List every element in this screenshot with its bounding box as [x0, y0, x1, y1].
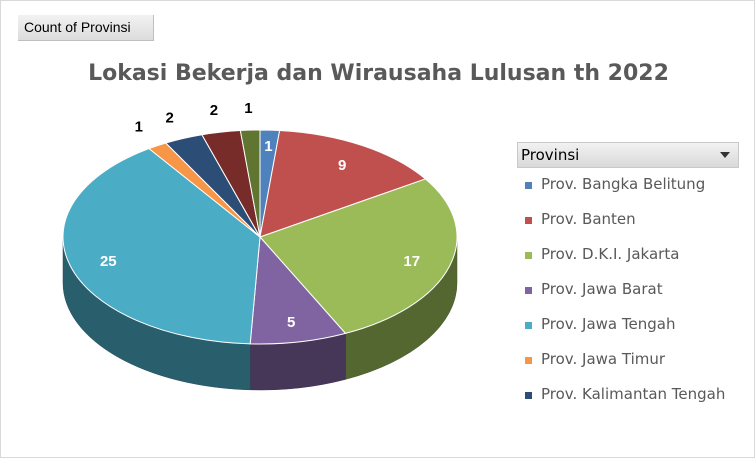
legend-item: Prov. Jawa Tengah — [525, 315, 725, 350]
data-label-6: 2 — [166, 110, 174, 127]
legend-filter-dropdown[interactable]: Provinsi — [517, 142, 739, 168]
legend-item: Prov. Kalimantan Tengah — [525, 385, 725, 420]
pie-side-walls — [62, 236, 458, 391]
legend-label: Prov. D.K.I. Jakarta — [541, 245, 680, 263]
data-label-3: 5 — [287, 314, 295, 331]
pie-slice-4[interactable] — [62, 148, 261, 345]
pie-slice-2[interactable] — [259, 178, 458, 334]
legend-header-label: Provinsi — [521, 146, 580, 164]
legend-item: Prov. Banten — [525, 210, 725, 245]
legend-label: Prov. Jawa Tengah — [541, 315, 676, 333]
pie-slice-8[interactable] — [239, 129, 261, 238]
chevron-down-icon[interactable] — [720, 152, 730, 158]
legend-swatch — [525, 357, 532, 364]
data-label-2: 17 — [403, 253, 420, 270]
pie-data-labels: 1 9 17 5 25 1 2 2 1 — [100, 100, 420, 331]
legend-label: Prov. Jawa Timur — [541, 350, 666, 368]
data-label-1: 9 — [338, 157, 346, 174]
legend-label: Prov. Banten — [541, 210, 636, 228]
chart-title: Lokasi Bekerja dan Wirausaha Lulusan th … — [88, 61, 669, 86]
data-label-7: 2 — [210, 102, 218, 119]
legend-swatch — [525, 252, 532, 259]
legend-swatch — [525, 287, 532, 294]
pie-slice-3[interactable] — [249, 235, 347, 345]
data-label-5: 1 — [135, 118, 143, 135]
data-label-4: 25 — [100, 253, 117, 270]
legend-swatch — [525, 217, 532, 224]
pie-top — [62, 129, 458, 345]
legend-item: Prov. Jawa Barat — [525, 280, 725, 315]
legend-item: Prov. Jawa Timur — [525, 350, 725, 385]
legend-item: Prov. Bangka Belitung — [525, 175, 725, 210]
legend-item: Prov. D.K.I. Jakarta — [525, 245, 725, 280]
legend-swatch — [525, 322, 532, 329]
legend-swatch — [525, 182, 532, 189]
legend-label: Prov. Kalimantan Tengah — [541, 385, 726, 403]
legend-swatch — [525, 392, 532, 399]
legend-label: Prov. Bangka Belitung — [541, 175, 706, 193]
data-label-0: 1 — [264, 138, 272, 155]
data-label-8: 1 — [244, 100, 252, 117]
legend: Prov. Bangka Belitung Prov. Banten Prov. D… — [525, 175, 725, 420]
pie-slice-1[interactable] — [259, 130, 427, 238]
legend-label: Prov. Jawa Barat — [541, 280, 663, 298]
count-field-button[interactable]: Count of Provinsi — [18, 15, 154, 41]
